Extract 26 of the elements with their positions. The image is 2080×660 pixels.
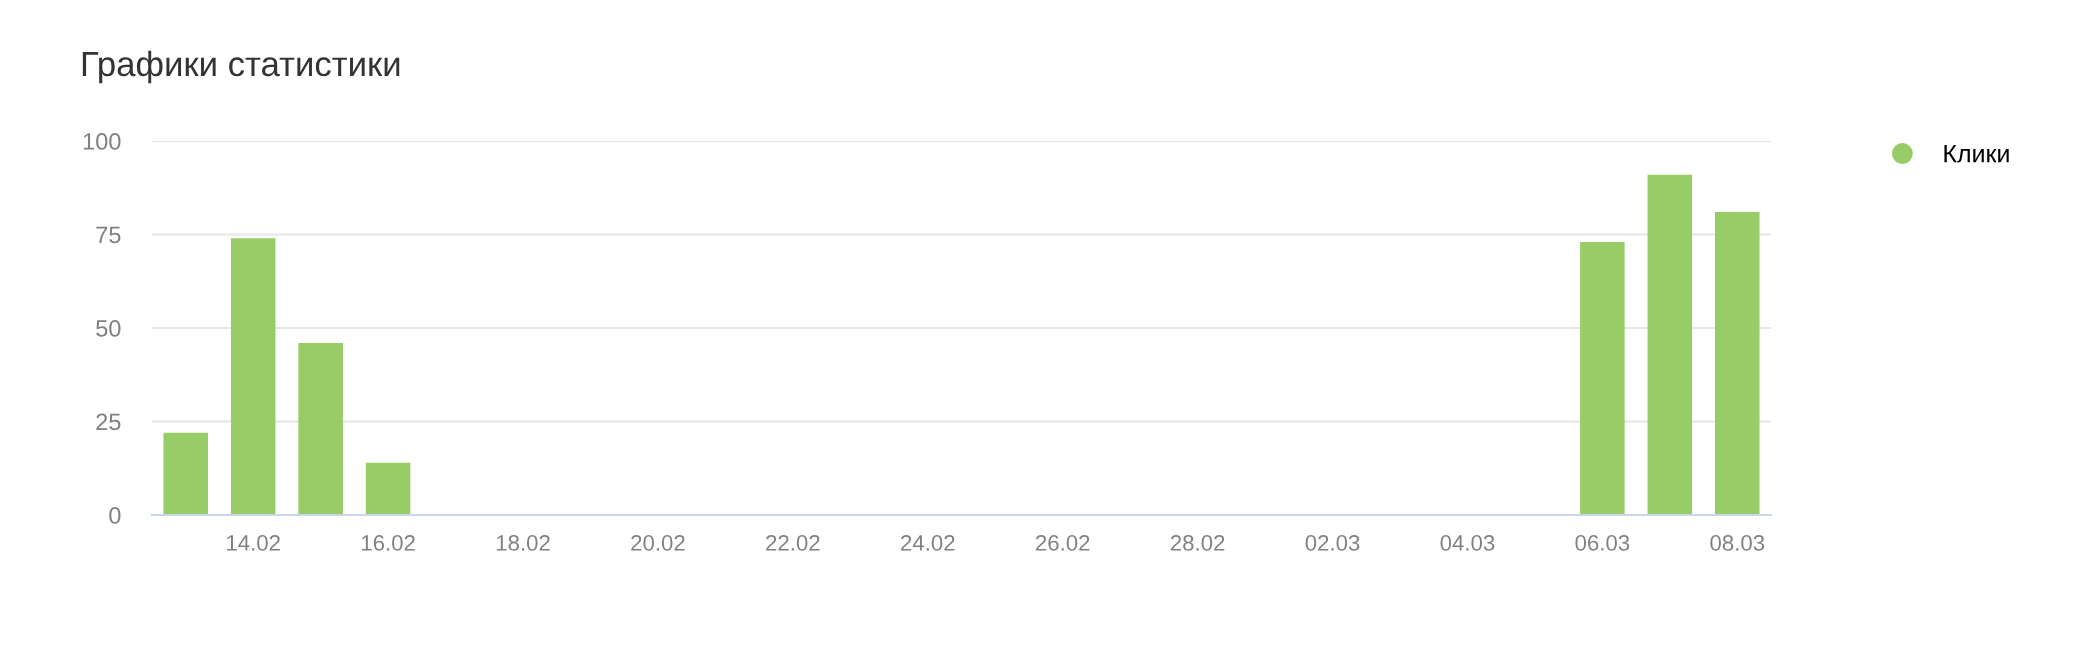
x-tick-label: 20.02 [631, 535, 685, 551]
y-tick-label: 75 [96, 226, 121, 244]
x-tick-label: 26.02 [1036, 535, 1090, 551]
y-tick-label: 100 [83, 133, 121, 150]
bar [365, 462, 411, 515]
y-tick-label: 25 [96, 413, 121, 431]
x-tick-label: 02.03 [1305, 535, 1360, 551]
bar [298, 342, 343, 515]
y-tick-label: 50 [96, 320, 121, 337]
x-tick-label: 14.02 [227, 535, 280, 551]
x-tick-label: 18.02 [496, 535, 550, 551]
x-tick-label: 24.02 [901, 535, 955, 551]
bar [1647, 174, 1693, 515]
bar [1580, 241, 1625, 515]
y-tick-label: 0 [109, 507, 121, 524]
bar [163, 432, 208, 515]
chart-title: Графики статистики [82, 50, 400, 84]
x-tick-label: 08.03 [1710, 535, 1765, 551]
legend-label: Клики [1944, 145, 2009, 163]
x-tick-label: 04.03 [1440, 535, 1495, 551]
x-tick-label: 06.03 [1575, 535, 1630, 551]
x-tick-label: 28.02 [1170, 535, 1225, 551]
x-tick-label: 16.02 [362, 535, 415, 551]
x-tick-label: 22.02 [766, 535, 820, 551]
bar [230, 238, 276, 515]
bar [1715, 212, 1760, 515]
